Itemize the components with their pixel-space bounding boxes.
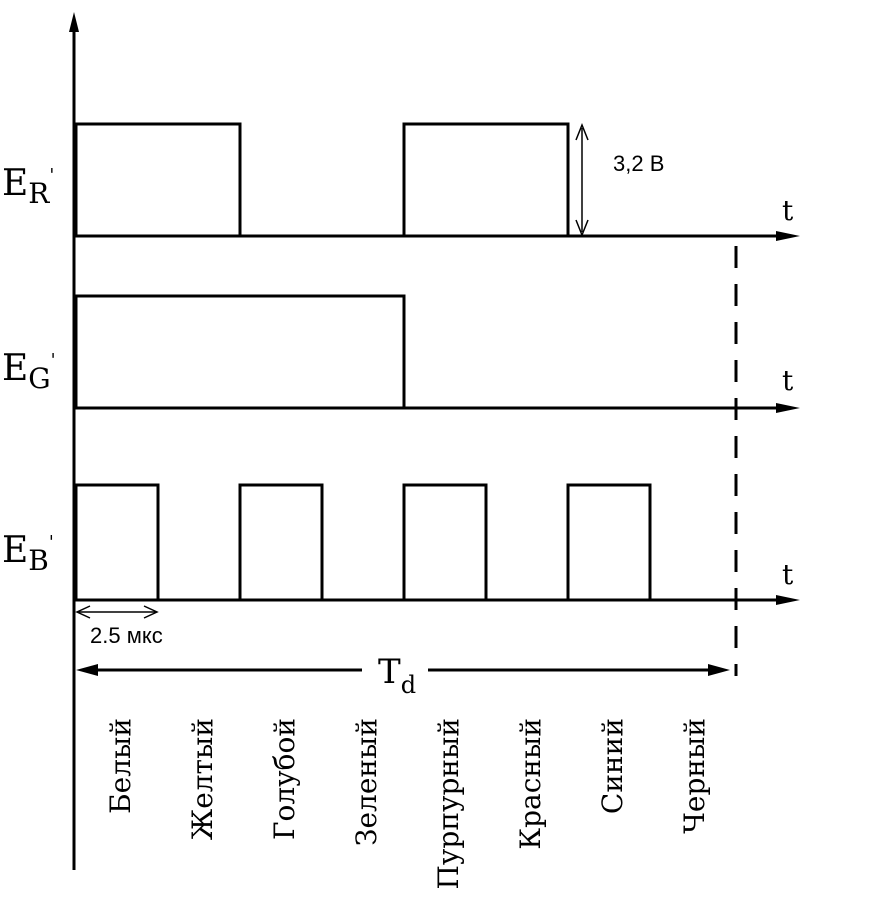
color-label: Черный [678, 718, 711, 834]
axis-label-t-eb: t [782, 558, 794, 591]
step-duration-marker [75, 605, 159, 619]
color-label: Пурпурный [432, 718, 465, 890]
axis-label-t-eg: t [782, 364, 794, 397]
step-duration-label: 2.5 мкс [90, 623, 163, 648]
color-label: Зеленый [350, 718, 383, 846]
color-label: Красный [514, 718, 547, 850]
color-label: Синий [596, 718, 629, 814]
color-labels: Белый Желтый Голубой Зеленый Пурпурный К… [104, 718, 711, 890]
period-label: Td [378, 652, 416, 699]
time-axis-eg [74, 403, 800, 413]
waveform-er [74, 122, 570, 236]
signal-label-eb: EB' [2, 530, 54, 577]
time-axis-eb [74, 595, 800, 605]
waveform-eb [74, 483, 652, 600]
signal-label-eg: EG' [2, 348, 56, 395]
time-axis-er [74, 231, 800, 241]
color-label: Желтый [186, 718, 219, 840]
axis-label-t-er: t [782, 194, 794, 227]
period-arrow [76, 664, 730, 676]
waveform-eg [74, 294, 406, 408]
signal-label-er: ER' [2, 163, 54, 210]
color-label: Белый [104, 718, 137, 814]
amplitude-marker [575, 122, 589, 238]
amplitude-label: 3,2 В [613, 151, 664, 176]
color-label: Голубой [268, 718, 301, 840]
vertical-axis-arrow [69, 12, 79, 32]
